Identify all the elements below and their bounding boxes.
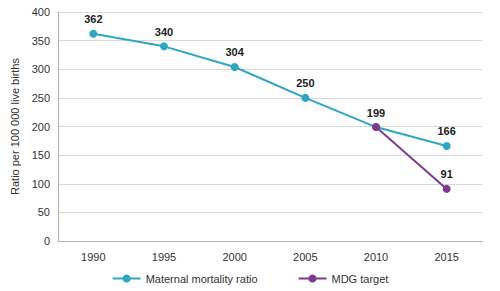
svg-text:Ratio per 100 000 live births: Ratio per 100 000 live births (9, 58, 21, 195)
svg-text:166: 166 (437, 125, 455, 137)
svg-text:300: 300 (32, 63, 50, 75)
svg-text:200: 200 (32, 121, 50, 133)
svg-text:199: 199 (367, 107, 385, 119)
svg-text:91: 91 (441, 168, 453, 180)
svg-text:150: 150 (32, 149, 50, 161)
svg-text:400: 400 (32, 6, 50, 18)
svg-text:250: 250 (296, 77, 314, 89)
svg-text:Maternal mortality ratio: Maternal mortality ratio (146, 273, 258, 285)
svg-text:340: 340 (155, 26, 173, 38)
svg-text:2010: 2010 (364, 251, 388, 263)
svg-text:350: 350 (32, 35, 50, 47)
svg-text:1990: 1990 (81, 251, 105, 263)
svg-text:50: 50 (38, 206, 50, 218)
svg-text:2005: 2005 (293, 251, 317, 263)
svg-text:362: 362 (84, 13, 102, 25)
svg-text:304: 304 (225, 46, 244, 58)
svg-text:1995: 1995 (152, 251, 176, 263)
svg-text:0: 0 (44, 235, 50, 247)
svg-text:2015: 2015 (434, 251, 458, 263)
svg-text:2000: 2000 (222, 251, 246, 263)
svg-text:MDG target: MDG target (332, 273, 389, 285)
svg-text:250: 250 (32, 92, 50, 104)
svg-text:100: 100 (32, 178, 50, 190)
